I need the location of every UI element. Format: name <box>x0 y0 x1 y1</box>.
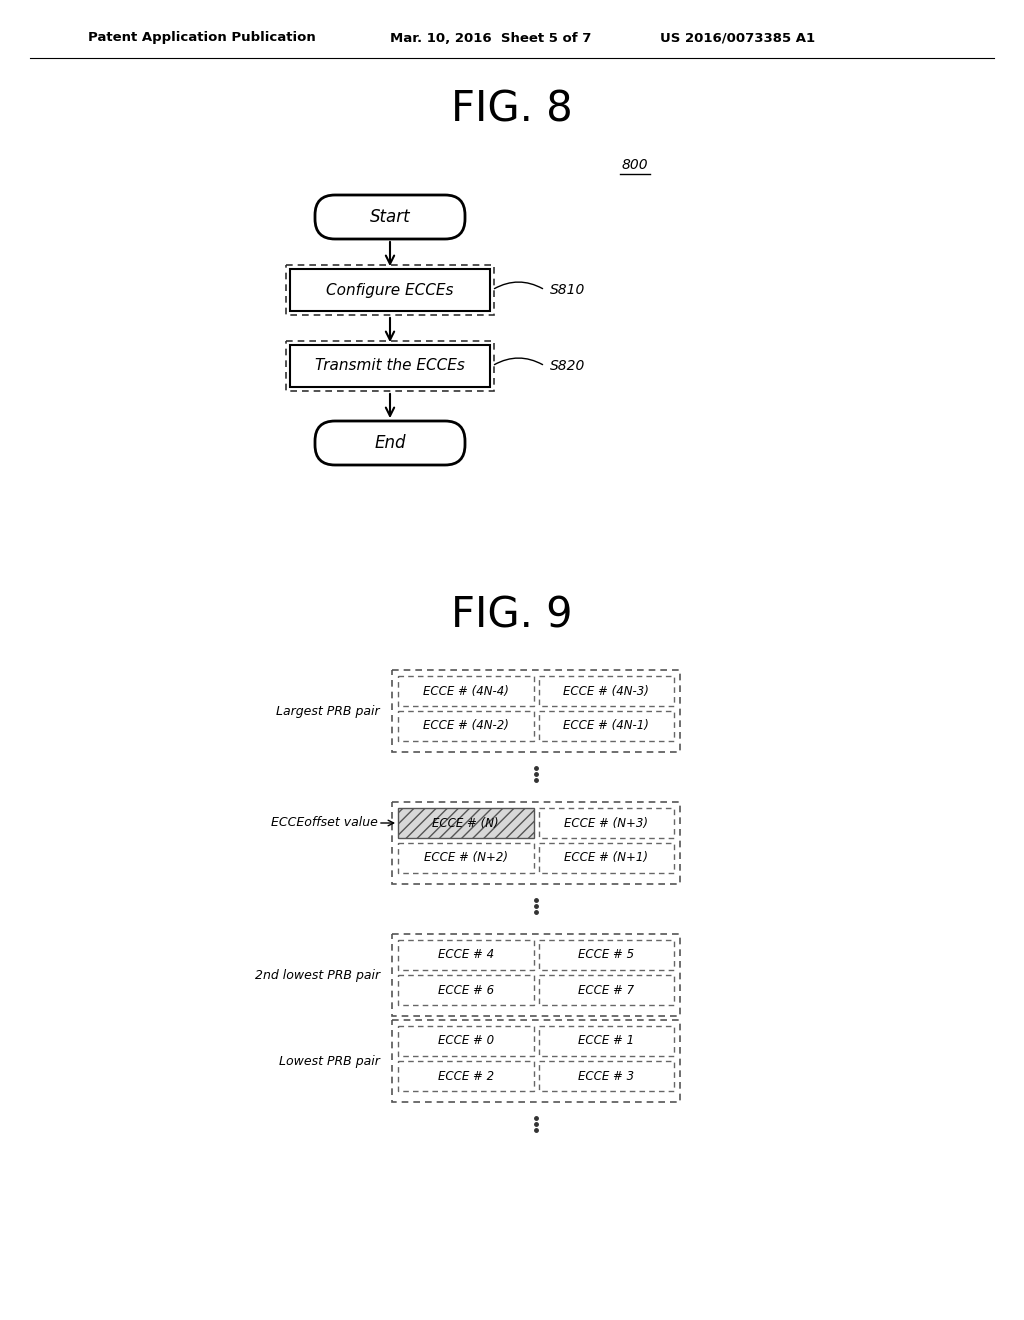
Text: ECCE # (N+3): ECCE # (N+3) <box>564 817 648 829</box>
Text: Patent Application Publication: Patent Application Publication <box>88 32 315 45</box>
Text: ECCE # 7: ECCE # 7 <box>579 983 634 997</box>
Bar <box>398 1061 534 1092</box>
Bar <box>290 345 490 387</box>
Text: S820: S820 <box>550 359 586 374</box>
FancyBboxPatch shape <box>315 421 465 465</box>
Bar <box>539 940 674 970</box>
Bar <box>398 843 534 873</box>
Text: ECCE # (4N-3): ECCE # (4N-3) <box>563 685 649 697</box>
Text: End: End <box>374 434 406 451</box>
Text: ECCE # 4: ECCE # 4 <box>437 949 494 961</box>
Bar <box>392 1020 680 1102</box>
FancyBboxPatch shape <box>315 195 465 239</box>
Text: ECCE # (4N-2): ECCE # (4N-2) <box>423 719 509 733</box>
Text: FIG. 8: FIG. 8 <box>452 88 572 131</box>
Bar <box>539 1026 674 1056</box>
Text: ECCE # (N+2): ECCE # (N+2) <box>424 851 508 865</box>
Bar <box>392 935 680 1016</box>
Bar <box>286 265 494 315</box>
Bar <box>398 1026 534 1056</box>
Text: FIG. 9: FIG. 9 <box>452 594 572 636</box>
Text: ECCE # 1: ECCE # 1 <box>579 1035 634 1048</box>
Bar <box>398 940 534 970</box>
Bar <box>539 1061 674 1092</box>
Bar <box>539 676 674 706</box>
Text: Largest PRB pair: Largest PRB pair <box>276 705 380 718</box>
Text: ECCE # 6: ECCE # 6 <box>437 983 494 997</box>
Text: US 2016/0073385 A1: US 2016/0073385 A1 <box>660 32 815 45</box>
Text: ECCE # (N+1): ECCE # (N+1) <box>564 851 648 865</box>
Bar <box>539 808 674 838</box>
Bar <box>290 269 490 312</box>
Bar <box>398 676 534 706</box>
Text: 2nd lowest PRB pair: 2nd lowest PRB pair <box>255 969 380 982</box>
Text: 800: 800 <box>622 158 648 172</box>
Text: ECCE # 0: ECCE # 0 <box>437 1035 494 1048</box>
Text: ECCE # 2: ECCE # 2 <box>437 1069 494 1082</box>
Text: ECCE # 3: ECCE # 3 <box>579 1069 634 1082</box>
Bar <box>539 843 674 873</box>
Text: Lowest PRB pair: Lowest PRB pair <box>280 1055 380 1068</box>
Bar <box>539 975 674 1005</box>
Bar <box>398 711 534 741</box>
Bar <box>398 808 534 838</box>
Bar <box>286 341 494 391</box>
Bar <box>392 803 680 884</box>
Text: ECCEoffset value: ECCEoffset value <box>271 817 378 829</box>
Bar <box>392 671 680 752</box>
Text: Mar. 10, 2016  Sheet 5 of 7: Mar. 10, 2016 Sheet 5 of 7 <box>390 32 592 45</box>
Text: Configure ECCEs: Configure ECCEs <box>327 282 454 297</box>
Text: ECCE # 5: ECCE # 5 <box>579 949 634 961</box>
Text: ECCE # (N): ECCE # (N) <box>432 817 499 829</box>
Text: ECCE # (4N-4): ECCE # (4N-4) <box>423 685 509 697</box>
Text: ECCE # (4N-1): ECCE # (4N-1) <box>563 719 649 733</box>
Text: Transmit the ECCEs: Transmit the ECCEs <box>315 359 465 374</box>
Bar <box>539 711 674 741</box>
Text: S810: S810 <box>550 282 586 297</box>
Text: Start: Start <box>370 209 411 226</box>
Bar <box>398 975 534 1005</box>
